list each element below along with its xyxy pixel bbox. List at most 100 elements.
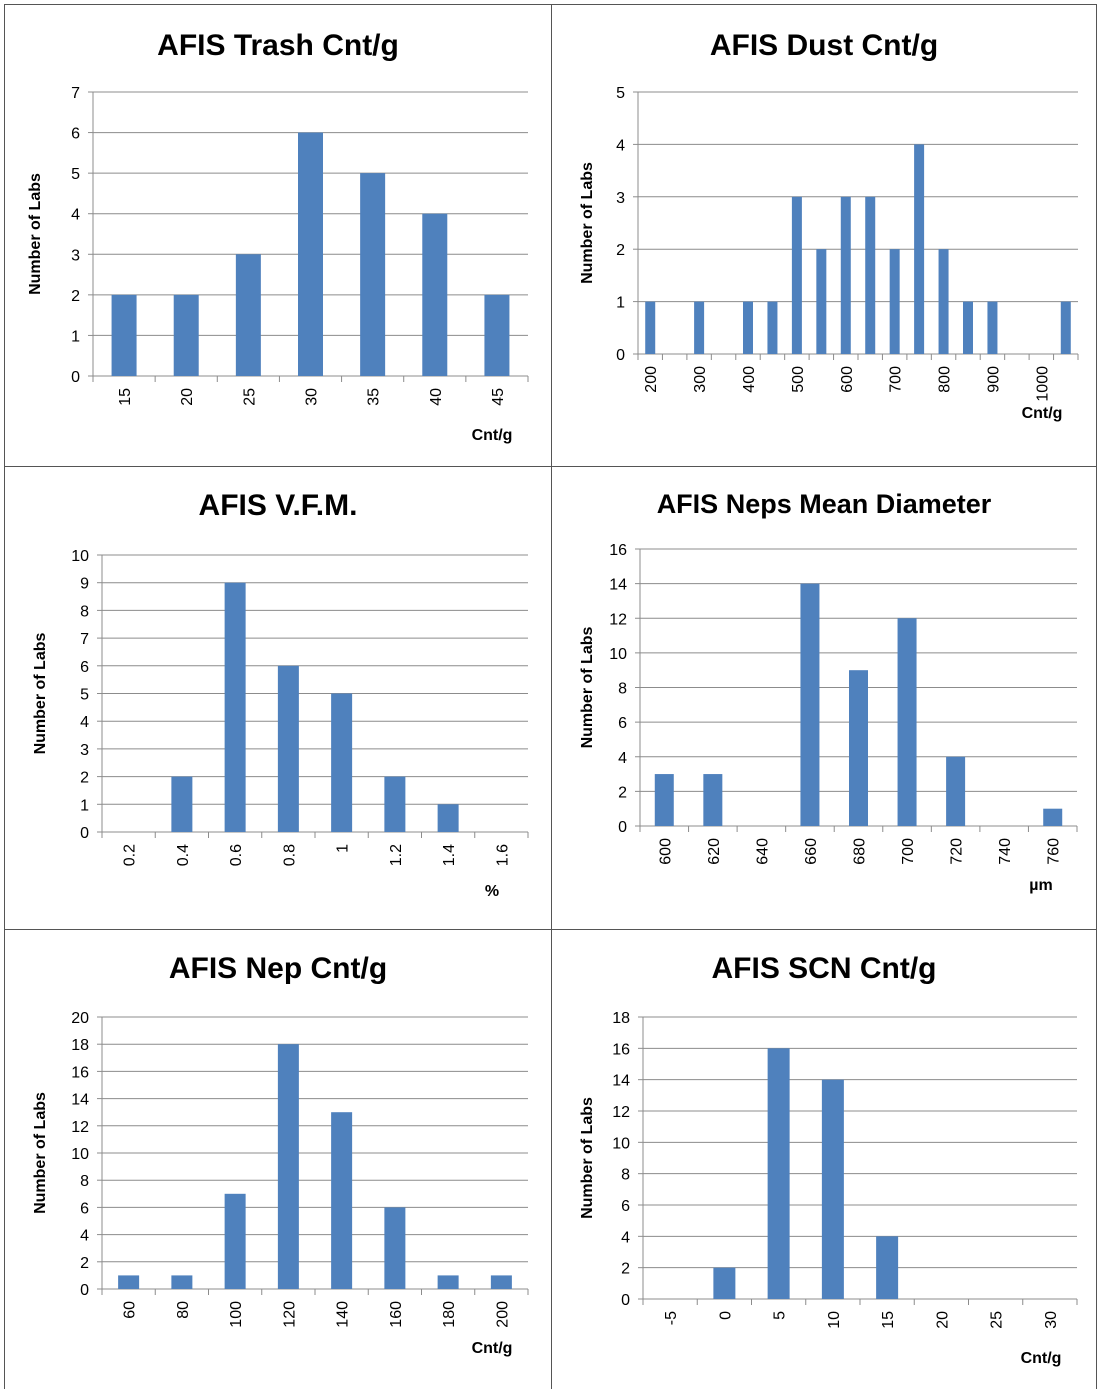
- y-tick-label: 4: [80, 1228, 89, 1245]
- y-tick-label: 0: [616, 347, 625, 364]
- bar: [743, 301, 753, 354]
- x-tick-label: 20: [934, 1311, 951, 1329]
- y-tick-label: 1: [71, 328, 80, 345]
- bar: [987, 301, 998, 354]
- bar: [767, 301, 778, 354]
- y-tick-label: 8: [80, 603, 89, 620]
- y-tick-label: 2: [618, 784, 627, 801]
- bar: [224, 1193, 246, 1289]
- x-tick-label: 0: [717, 1311, 734, 1320]
- y-tick-label: 4: [71, 207, 80, 224]
- y-tick-label: 8: [618, 681, 627, 698]
- y-tick-label: 1: [616, 295, 625, 312]
- x-tick-label: 10: [826, 1311, 843, 1329]
- bar: [437, 804, 459, 832]
- chart-scn-plot: 0 2 4 6 8 10 12 14 16 18 -5 0 5 10 15 20 25 30 Number of L…: [579, 1010, 1078, 1367]
- x-tick-label: 760: [1046, 838, 1063, 865]
- bar: [118, 1275, 140, 1289]
- x-tick-label: 25: [241, 388, 258, 406]
- y-tick-label: 14: [609, 577, 627, 594]
- chart-vfm-plot: 0 1 2 3 4 5 6 7 8 9 10 0.2 0.4 0.6 0.8 1 1.2 1.4 1.6 Number…: [32, 548, 529, 900]
- x-tick-label: 180: [441, 1301, 458, 1328]
- x-tick-label: 20: [179, 388, 196, 406]
- y-tick-label: 18: [71, 1037, 89, 1054]
- x-tick-label: 1.6: [494, 844, 511, 866]
- bar: [849, 670, 868, 826]
- x-tick-label: 140: [335, 1301, 352, 1328]
- x-tick-label: 620: [706, 838, 723, 865]
- x-axis-title: µm: [1029, 877, 1052, 894]
- bar: [654, 774, 674, 826]
- x-tick-label: 0.8: [281, 844, 298, 866]
- bar: [703, 774, 723, 826]
- x-tick-label: 0.4: [175, 844, 192, 866]
- x-tick-label: 700: [900, 838, 917, 865]
- chart-nepcnt-plot: 0 2 4 6 8 10 12 14 16 18 20 60 80 100 120 140 160 180 200 N…: [32, 1010, 529, 1357]
- bar: [816, 249, 827, 354]
- y-tick-label: 8: [80, 1173, 89, 1190]
- x-axis-title: Cnt/g: [1021, 1350, 1062, 1367]
- y-tick-label: 3: [616, 190, 625, 207]
- bar: [331, 1112, 353, 1289]
- bar: [298, 132, 323, 376]
- x-tick-label: 30: [1043, 1311, 1060, 1329]
- x-tick-label: 400: [741, 366, 758, 393]
- bar: [800, 583, 820, 826]
- bar: [235, 254, 261, 376]
- bar: [865, 196, 876, 354]
- bar: [767, 1048, 790, 1299]
- y-tick-label: 2: [80, 1255, 89, 1272]
- y-tick-label: 7: [80, 631, 89, 648]
- y-tick-label: 16: [609, 542, 627, 559]
- y-tick-label: 2: [621, 1261, 630, 1278]
- bar: [173, 294, 199, 376]
- y-tick-label: 2: [616, 242, 625, 259]
- chart-vfm: AFIS V.F.M. 0 1 2 3 4 5 6 7 8 9 10 0.2 0.4 0.6 0.8 1 1.2…: [5, 467, 551, 929]
- chart-title: AFIS Nep Cnt/g: [168, 952, 388, 985]
- x-tick-label: 100: [228, 1301, 245, 1328]
- x-tick-label: 700: [888, 366, 905, 393]
- x-tick-label: 600: [657, 838, 674, 865]
- y-tick-label: 10: [609, 646, 627, 663]
- y-tick-label: 12: [71, 1119, 89, 1136]
- y-tick-label: 7: [71, 85, 80, 102]
- chart-dust-plot: 0 1 2 3 4 5 200 300 400 500 600 700 800 900 1000 Number…: [579, 85, 1079, 422]
- y-tick-label: 0: [80, 1282, 89, 1299]
- border-top: [4, 4, 1097, 5]
- y-tick-label: 1: [80, 797, 89, 814]
- x-tick-label: 640: [754, 838, 771, 865]
- y-tick-label: 0: [80, 825, 89, 842]
- x-tick-label: 1.2: [388, 844, 405, 866]
- y-tick-label: 20: [71, 1010, 89, 1027]
- y-tick-label: 14: [71, 1092, 89, 1109]
- chart-title: AFIS Dust Cnt/g: [709, 29, 939, 62]
- bar: [277, 1044, 299, 1289]
- chart-title: AFIS Neps Mean Diameter: [656, 489, 992, 519]
- x-tick-label: 900: [985, 366, 1002, 393]
- x-tick-label: 300: [692, 366, 709, 393]
- x-tick-label: 0.2: [122, 844, 139, 866]
- x-tick-label: 200: [643, 366, 660, 393]
- y-tick-label: 6: [80, 659, 89, 676]
- x-tick-label: 800: [937, 366, 954, 393]
- x-tick-label: 1: [335, 844, 352, 853]
- y-tick-label: 8: [621, 1167, 630, 1184]
- y-axis-title: Number of Labs: [32, 1092, 49, 1214]
- chart-trash: AFIS Trash Cnt/g 0 1 2 3 4 5 6 7 15 20 25 30 35 40 45 N…: [5, 5, 551, 466]
- bar: [889, 249, 900, 354]
- x-tick-label: 120: [281, 1301, 298, 1328]
- border-row2: [4, 929, 1097, 930]
- y-tick-label: 5: [80, 687, 89, 704]
- y-axis-title: Number of Labs: [579, 1097, 596, 1219]
- y-axis-title: Number of Labs: [579, 162, 596, 284]
- x-tick-label: 80: [175, 1301, 192, 1319]
- y-tick-label: 2: [80, 770, 89, 787]
- y-tick-label: 16: [71, 1064, 89, 1081]
- chart-title: AFIS SCN Cnt/g: [711, 952, 937, 985]
- x-tick-label: 25: [989, 1311, 1006, 1329]
- y-tick-label: 4: [80, 714, 89, 731]
- chart-scn: AFIS SCN Cnt/g 0 2 4 6 8 10 12 14 16 18 -5 0 5 10 15 20…: [552, 930, 1096, 1389]
- bar: [1043, 808, 1063, 826]
- y-axis-title: Number of Labs: [32, 633, 49, 755]
